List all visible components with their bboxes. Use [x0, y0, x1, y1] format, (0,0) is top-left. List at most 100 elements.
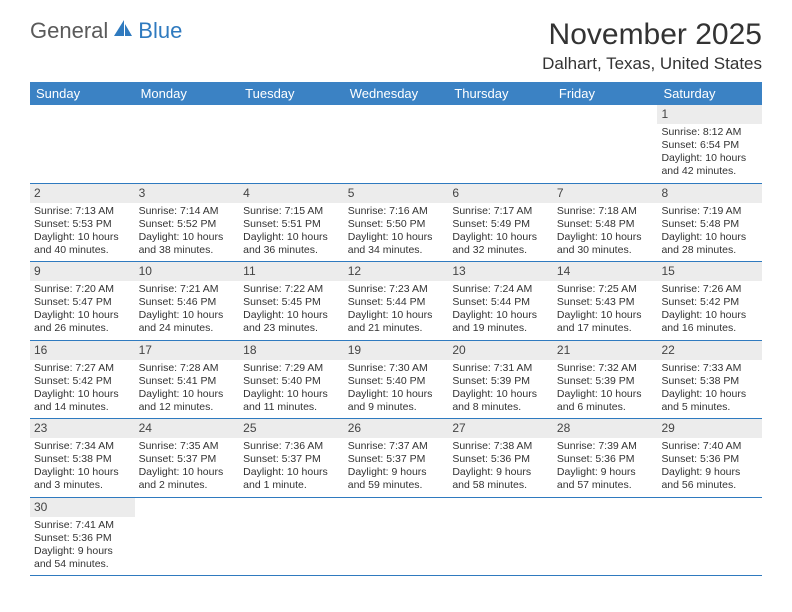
week-row: 30Sunrise: 7:41 AMSunset: 5:36 PMDayligh…: [30, 498, 762, 577]
week-row: 23Sunrise: 7:34 AMSunset: 5:38 PMDayligh…: [30, 419, 762, 498]
day-cell: 20Sunrise: 7:31 AMSunset: 5:39 PMDayligh…: [448, 341, 553, 419]
day-cell: 26Sunrise: 7:37 AMSunset: 5:37 PMDayligh…: [344, 419, 449, 497]
sunset-text: Sunset: 5:42 PM: [661, 296, 758, 309]
sunrise-text: Sunrise: 7:21 AM: [139, 283, 236, 296]
empty-cell: [135, 105, 240, 183]
daylight-text: Daylight: 10 hours and 9 minutes.: [348, 388, 445, 414]
sunset-text: Sunset: 5:47 PM: [34, 296, 131, 309]
sunrise-text: Sunrise: 7:31 AM: [452, 362, 549, 375]
day-cell: 14Sunrise: 7:25 AMSunset: 5:43 PMDayligh…: [553, 262, 658, 340]
day-number: 17: [135, 341, 240, 360]
sunrise-text: Sunrise: 7:41 AM: [34, 519, 131, 532]
daylight-text: Daylight: 9 hours and 58 minutes.: [452, 466, 549, 492]
daylight-text: Daylight: 10 hours and 2 minutes.: [139, 466, 236, 492]
day-number: 28: [553, 419, 658, 438]
day-number: 26: [344, 419, 449, 438]
sunrise-text: Sunrise: 7:15 AM: [243, 205, 340, 218]
day-cell: 29Sunrise: 7:40 AMSunset: 5:36 PMDayligh…: [657, 419, 762, 497]
day-cell: 22Sunrise: 7:33 AMSunset: 5:38 PMDayligh…: [657, 341, 762, 419]
day-number: 27: [448, 419, 553, 438]
sunrise-text: Sunrise: 7:23 AM: [348, 283, 445, 296]
location-text: Dalhart, Texas, United States: [542, 54, 762, 74]
page-title: November 2025: [542, 18, 762, 52]
day-cell: 1Sunrise: 8:12 AMSunset: 6:54 PMDaylight…: [657, 105, 762, 183]
sunrise-text: Sunrise: 7:28 AM: [139, 362, 236, 375]
weekday-header: Wednesday: [344, 82, 449, 105]
day-number: 8: [657, 184, 762, 203]
weekday-header-row: SundayMondayTuesdayWednesdayThursdayFrid…: [30, 82, 762, 105]
day-number: 6: [448, 184, 553, 203]
daylight-text: Daylight: 10 hours and 17 minutes.: [557, 309, 654, 335]
empty-cell: [657, 498, 762, 576]
logo-text-general: General: [30, 18, 108, 44]
day-cell: 3Sunrise: 7:14 AMSunset: 5:52 PMDaylight…: [135, 184, 240, 262]
sunset-text: Sunset: 5:44 PM: [348, 296, 445, 309]
sunrise-text: Sunrise: 7:38 AM: [452, 440, 549, 453]
sunset-text: Sunset: 5:50 PM: [348, 218, 445, 231]
sunset-text: Sunset: 5:48 PM: [557, 218, 654, 231]
sunrise-text: Sunrise: 7:33 AM: [661, 362, 758, 375]
calendar: SundayMondayTuesdayWednesdayThursdayFrid…: [30, 82, 762, 576]
empty-cell: [344, 498, 449, 576]
day-number: 10: [135, 262, 240, 281]
day-number: 21: [553, 341, 658, 360]
sunrise-text: Sunrise: 7:22 AM: [243, 283, 340, 296]
day-number: 5: [344, 184, 449, 203]
week-row: 2Sunrise: 7:13 AMSunset: 5:53 PMDaylight…: [30, 184, 762, 263]
week-row: 1Sunrise: 8:12 AMSunset: 6:54 PMDaylight…: [30, 105, 762, 184]
day-cell: 5Sunrise: 7:16 AMSunset: 5:50 PMDaylight…: [344, 184, 449, 262]
daylight-text: Daylight: 10 hours and 3 minutes.: [34, 466, 131, 492]
sunrise-text: Sunrise: 7:24 AM: [452, 283, 549, 296]
day-cell: 28Sunrise: 7:39 AMSunset: 5:36 PMDayligh…: [553, 419, 658, 497]
sunrise-text: Sunrise: 7:27 AM: [34, 362, 131, 375]
day-number: 29: [657, 419, 762, 438]
sunset-text: Sunset: 5:46 PM: [139, 296, 236, 309]
day-number: 19: [344, 341, 449, 360]
empty-cell: [239, 498, 344, 576]
day-cell: 30Sunrise: 7:41 AMSunset: 5:36 PMDayligh…: [30, 498, 135, 576]
week-row: 9Sunrise: 7:20 AMSunset: 5:47 PMDaylight…: [30, 262, 762, 341]
day-cell: 8Sunrise: 7:19 AMSunset: 5:48 PMDaylight…: [657, 184, 762, 262]
daylight-text: Daylight: 10 hours and 8 minutes.: [452, 388, 549, 414]
sunset-text: Sunset: 5:38 PM: [661, 375, 758, 388]
sunset-text: Sunset: 5:44 PM: [452, 296, 549, 309]
daylight-text: Daylight: 10 hours and 16 minutes.: [661, 309, 758, 335]
day-number: 1: [657, 105, 762, 124]
sunrise-text: Sunrise: 7:30 AM: [348, 362, 445, 375]
empty-cell: [239, 105, 344, 183]
sunrise-text: Sunrise: 7:36 AM: [243, 440, 340, 453]
day-cell: 7Sunrise: 7:18 AMSunset: 5:48 PMDaylight…: [553, 184, 658, 262]
sunrise-text: Sunrise: 7:37 AM: [348, 440, 445, 453]
day-number: 11: [239, 262, 344, 281]
sunset-text: Sunset: 5:49 PM: [452, 218, 549, 231]
sunrise-text: Sunrise: 7:19 AM: [661, 205, 758, 218]
header: General Blue November 2025 Dalhart, Texa…: [0, 0, 792, 82]
sunset-text: Sunset: 5:40 PM: [243, 375, 340, 388]
daylight-text: Daylight: 10 hours and 14 minutes.: [34, 388, 131, 414]
daylight-text: Daylight: 10 hours and 24 minutes.: [139, 309, 236, 335]
sunrise-text: Sunrise: 7:34 AM: [34, 440, 131, 453]
sunset-text: Sunset: 5:42 PM: [34, 375, 131, 388]
day-cell: 12Sunrise: 7:23 AMSunset: 5:44 PMDayligh…: [344, 262, 449, 340]
title-block: November 2025 Dalhart, Texas, United Sta…: [542, 18, 762, 74]
sunrise-text: Sunrise: 8:12 AM: [661, 126, 758, 139]
sunset-text: Sunset: 5:43 PM: [557, 296, 654, 309]
weekday-header: Sunday: [30, 82, 135, 105]
daylight-text: Daylight: 9 hours and 57 minutes.: [557, 466, 654, 492]
sunrise-text: Sunrise: 7:18 AM: [557, 205, 654, 218]
sunrise-text: Sunrise: 7:16 AM: [348, 205, 445, 218]
daylight-text: Daylight: 10 hours and 23 minutes.: [243, 309, 340, 335]
sunset-text: Sunset: 5:51 PM: [243, 218, 340, 231]
sunset-text: Sunset: 5:37 PM: [243, 453, 340, 466]
sunset-text: Sunset: 5:36 PM: [452, 453, 549, 466]
daylight-text: Daylight: 9 hours and 59 minutes.: [348, 466, 445, 492]
sunset-text: Sunset: 5:52 PM: [139, 218, 236, 231]
day-number: 2: [30, 184, 135, 203]
calendar-body: 1Sunrise: 8:12 AMSunset: 6:54 PMDaylight…: [30, 105, 762, 576]
daylight-text: Daylight: 10 hours and 42 minutes.: [661, 152, 758, 178]
daylight-text: Daylight: 10 hours and 12 minutes.: [139, 388, 236, 414]
daylight-text: Daylight: 10 hours and 40 minutes.: [34, 231, 131, 257]
logo: General Blue: [30, 18, 182, 44]
week-row: 16Sunrise: 7:27 AMSunset: 5:42 PMDayligh…: [30, 341, 762, 420]
daylight-text: Daylight: 10 hours and 6 minutes.: [557, 388, 654, 414]
